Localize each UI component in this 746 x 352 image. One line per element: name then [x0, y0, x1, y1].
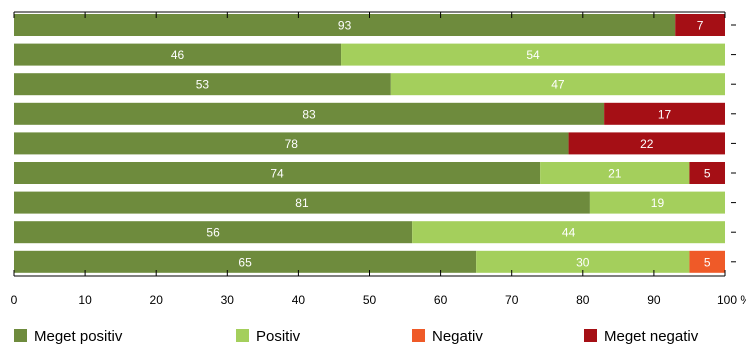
bar-segment — [14, 132, 569, 155]
x-tick-label: 40 — [292, 293, 306, 307]
legend-label: Positiv — [256, 328, 301, 345]
bar-value-label: 44 — [562, 226, 576, 240]
bar-segment — [14, 43, 342, 66]
bar-segment — [14, 102, 605, 125]
bar-value-label: 83 — [302, 107, 316, 121]
bar-segment — [14, 73, 391, 96]
bar-value-label: 56 — [206, 226, 220, 240]
bar-value-label: 21 — [608, 167, 622, 181]
bar-segment — [14, 14, 676, 36]
x-tick-label: 100 % — [717, 293, 746, 307]
bar-segment — [14, 191, 590, 214]
bar-value-label: 19 — [651, 196, 665, 210]
bar-value-label: 47 — [551, 78, 565, 92]
bar-segment — [14, 221, 413, 244]
bar-value-label: 74 — [270, 167, 284, 181]
x-tick-label: 30 — [221, 293, 235, 307]
x-tick-label: 10 — [78, 293, 92, 307]
bar-value-label: 65 — [238, 255, 252, 269]
bar-segment — [14, 250, 477, 273]
legend-swatch — [584, 329, 597, 342]
legend-label: Meget positiv — [34, 328, 123, 345]
bar-value-label: 5 — [704, 255, 711, 269]
bar-value-label: 7 — [697, 19, 704, 33]
x-tick-label: 90 — [647, 293, 661, 307]
bar-value-label: 5 — [704, 167, 711, 181]
bar-value-label: 93 — [338, 19, 352, 33]
legend-swatch — [412, 329, 425, 342]
bar-value-label: 78 — [285, 137, 299, 151]
bar-value-label: 81 — [295, 196, 309, 210]
x-tick-label: 0 — [11, 293, 18, 307]
bar-value-label: 53 — [196, 78, 210, 92]
bar-value-label: 30 — [576, 255, 590, 269]
legend-label: Negativ — [432, 328, 483, 345]
bar-segment — [390, 73, 725, 96]
x-tick-label: 70 — [505, 293, 519, 307]
legend-swatch — [236, 329, 249, 342]
legend-swatch — [14, 329, 27, 342]
bar-value-label: 17 — [658, 107, 672, 121]
bar-segment — [589, 191, 725, 214]
x-tick-label: 20 — [150, 293, 164, 307]
x-tick-label: 80 — [576, 293, 590, 307]
bar-segment — [689, 250, 725, 273]
x-tick-label: 50 — [363, 293, 377, 307]
bar-value-label: 54 — [526, 48, 540, 62]
bar-segment — [341, 43, 725, 66]
bar-value-label: 22 — [640, 137, 654, 151]
legend-label: Meget negativ — [604, 328, 699, 345]
bar-segment — [604, 102, 725, 125]
bar-segment — [689, 162, 725, 184]
bar-segment — [476, 250, 690, 273]
bar-segment — [675, 14, 725, 36]
bar-segment — [568, 132, 725, 155]
x-tick-label: 60 — [434, 293, 448, 307]
bar-segment — [14, 162, 541, 184]
bar-segment — [412, 221, 725, 244]
bar-value-label: 46 — [171, 48, 185, 62]
bar-segment — [540, 162, 690, 184]
